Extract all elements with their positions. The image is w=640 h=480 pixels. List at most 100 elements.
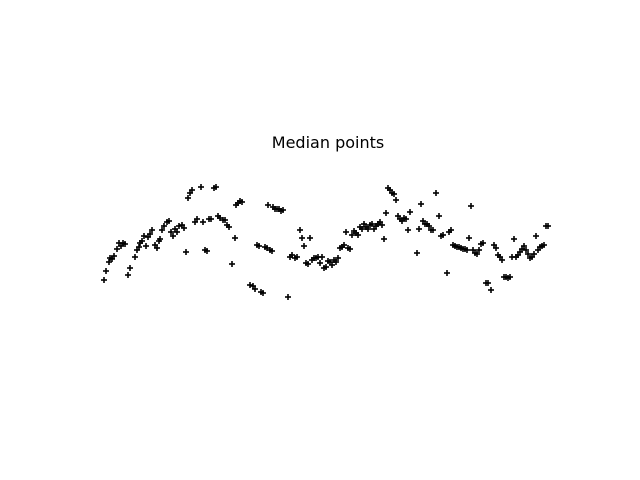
data-point	[545, 223, 551, 229]
data-point	[280, 207, 286, 213]
data-point	[343, 229, 349, 235]
data-point	[383, 210, 389, 216]
data-point	[307, 235, 313, 241]
data-point	[305, 261, 311, 267]
data-point	[523, 247, 529, 253]
data-point	[444, 270, 450, 276]
data-point	[507, 274, 513, 280]
data-point	[349, 232, 355, 238]
data-point	[414, 250, 420, 256]
data-point	[139, 238, 145, 244]
data-point	[127, 265, 133, 271]
data-point	[418, 201, 424, 207]
data-point	[252, 286, 258, 292]
data-point	[468, 203, 474, 209]
data-point	[480, 240, 486, 246]
data-point	[176, 223, 182, 229]
points-layer	[101, 184, 551, 300]
data-point	[265, 202, 271, 208]
data-point	[393, 197, 399, 203]
data-point	[204, 248, 210, 254]
data-point	[499, 257, 505, 263]
data-point	[341, 242, 347, 248]
data-point	[149, 227, 155, 233]
data-point	[189, 187, 195, 193]
data-point	[166, 218, 172, 224]
data-point	[168, 229, 174, 235]
data-point	[170, 233, 176, 239]
data-point	[289, 252, 295, 258]
data-point	[147, 231, 153, 237]
data-point	[448, 227, 454, 233]
data-point	[323, 264, 329, 270]
data-point	[365, 226, 371, 232]
data-point	[239, 199, 245, 205]
data-point	[132, 254, 138, 260]
data-point	[407, 209, 413, 215]
data-point	[125, 272, 131, 278]
data-point	[256, 243, 262, 249]
data-point	[433, 190, 439, 196]
data-point	[161, 223, 167, 229]
data-point	[369, 221, 375, 227]
chart-title: Median points	[272, 133, 384, 152]
data-point	[440, 232, 446, 238]
data-point	[466, 235, 472, 241]
data-point	[222, 217, 228, 223]
data-point	[329, 262, 335, 268]
data-point	[181, 225, 187, 231]
data-point	[106, 259, 112, 265]
data-point	[488, 287, 494, 293]
data-point	[333, 259, 339, 265]
data-point	[285, 294, 291, 300]
data-point	[403, 216, 409, 222]
data-point	[521, 243, 527, 249]
data-point	[198, 184, 204, 190]
data-point	[391, 191, 397, 197]
data-point	[525, 251, 531, 257]
data-point	[379, 222, 385, 228]
data-point	[154, 245, 160, 251]
data-point	[232, 235, 238, 241]
data-point	[319, 254, 325, 260]
data-point	[381, 236, 387, 242]
data-point	[299, 235, 305, 241]
data-point	[141, 233, 147, 239]
data-point	[426, 223, 432, 229]
data-point	[194, 216, 200, 222]
data-point	[200, 219, 206, 225]
data-point	[136, 244, 142, 250]
data-point	[531, 251, 537, 257]
data-point	[430, 227, 436, 233]
data-point	[101, 277, 107, 283]
data-point	[317, 260, 323, 266]
data-point	[294, 254, 300, 260]
data-point	[114, 246, 120, 252]
data-point	[269, 248, 275, 254]
data-point	[103, 268, 109, 274]
data-point	[511, 236, 517, 242]
data-point	[347, 246, 353, 252]
data-point	[485, 280, 491, 286]
data-point	[157, 236, 163, 242]
data-point	[185, 195, 191, 201]
data-point	[416, 226, 422, 232]
data-point	[143, 243, 149, 249]
data-point	[183, 249, 189, 255]
data-point	[493, 245, 499, 251]
data-point	[464, 247, 470, 253]
data-point	[297, 227, 303, 233]
data-point	[174, 229, 180, 235]
data-point	[474, 251, 480, 257]
data-point	[226, 224, 232, 230]
data-point	[111, 253, 117, 259]
data-point	[213, 184, 219, 190]
data-point	[247, 282, 253, 288]
data-point	[229, 261, 235, 267]
data-point	[260, 290, 266, 296]
data-point	[301, 243, 307, 249]
data-point	[359, 226, 365, 232]
data-point	[476, 247, 482, 253]
data-point	[335, 255, 341, 261]
